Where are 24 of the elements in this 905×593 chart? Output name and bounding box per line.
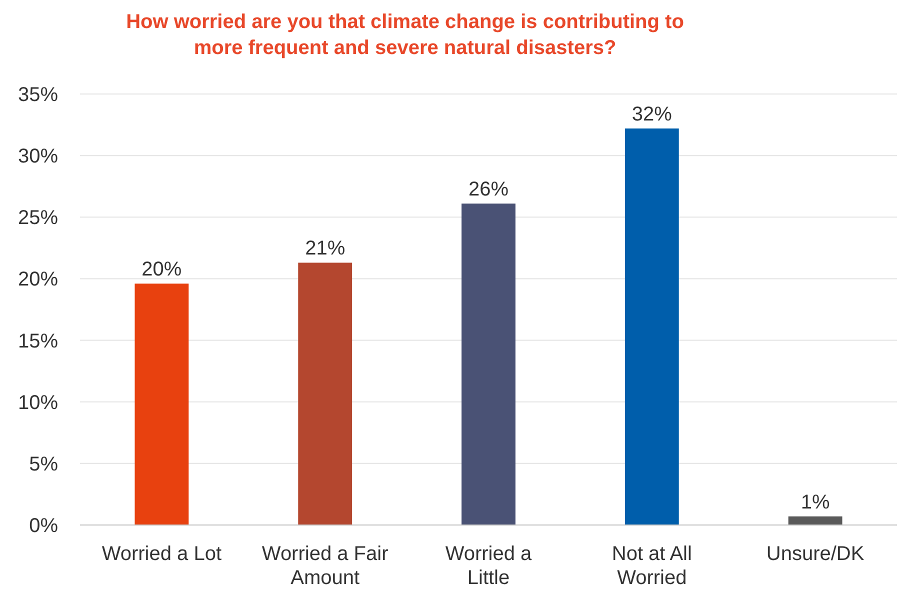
data-label: 32% xyxy=(632,103,672,126)
x-tick-label: Worried a Fair Amount xyxy=(262,543,389,589)
y-tick-label: 0% xyxy=(29,515,58,537)
y-tick-label: 30% xyxy=(18,146,58,168)
y-tick-label: 20% xyxy=(18,268,58,291)
bar xyxy=(462,204,516,525)
bar xyxy=(788,516,842,525)
x-tick-label: Not at All Worried xyxy=(612,543,692,589)
data-label: 26% xyxy=(468,178,509,201)
y-tick-label: 5% xyxy=(29,453,58,476)
chart-title: How worried are you that climate change is contributing to more frequent and severe natural disasters? xyxy=(126,11,684,59)
y-tick-label: 35% xyxy=(18,84,58,106)
data-label: 21% xyxy=(305,238,346,260)
y-tick-label: 10% xyxy=(18,392,58,414)
bar xyxy=(134,284,189,525)
data-label: 20% xyxy=(142,258,182,281)
x-tick-label: Worried a Little xyxy=(445,543,533,589)
x-tick-label: Unsure/DK xyxy=(766,543,865,565)
data-label: 1% xyxy=(800,491,830,514)
y-tick-label: 15% xyxy=(18,330,58,352)
bar xyxy=(298,262,352,525)
y-tick-label: 25% xyxy=(18,207,58,230)
bar xyxy=(624,128,679,525)
x-tick-label: Worried a Lot xyxy=(102,543,222,565)
